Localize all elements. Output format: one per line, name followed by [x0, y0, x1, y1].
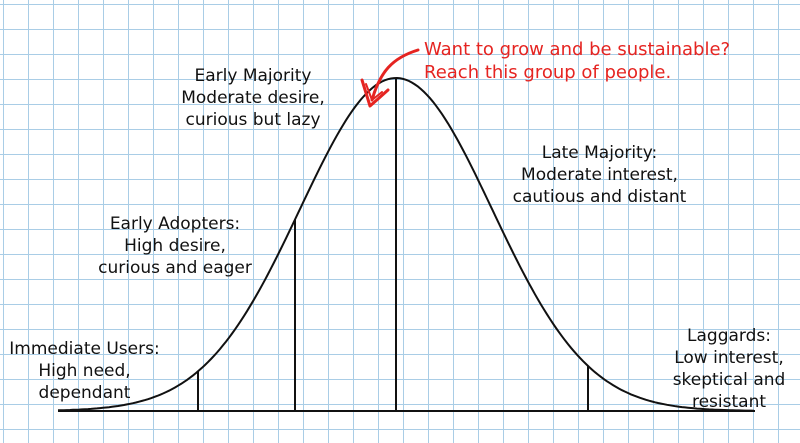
segment-title: Laggards: — [687, 326, 771, 346]
segment-line: skeptical and — [672, 370, 786, 390]
segment-line: Moderate interest, — [521, 165, 678, 185]
segment-line: High desire, — [124, 236, 226, 256]
segment-title: Immediate Users: — [9, 339, 160, 359]
segment-line: dependant — [38, 383, 131, 403]
segment-laggards: Laggards: Low interest, skeptical and re… — [662, 325, 796, 413]
growth-callout: Want to grow and be sustainable? Reach t… — [424, 38, 730, 84]
segment-immediate-users: Immediate Users: High need, dependant — [2, 338, 167, 404]
segment-early-majority: Early Majority Moderate desire, curious … — [168, 65, 338, 131]
segment-title: Late Majority: — [541, 143, 658, 163]
callout-arrow-icon — [360, 48, 420, 108]
callout-line: Reach this group of people. — [424, 62, 672, 83]
segment-title: Early Majority — [194, 66, 312, 86]
segment-early-adopters: Early Adopters: High desire, curious and… — [86, 213, 264, 279]
segment-line: High need, — [38, 361, 131, 381]
segment-late-majority: Late Majority: Moderate interest, cautio… — [492, 142, 707, 208]
segment-line: Moderate desire, — [181, 88, 325, 108]
segment-line: curious and eager — [98, 258, 252, 278]
segment-line: Low interest, — [674, 348, 784, 368]
segment-title: Early Adopters: — [109, 214, 241, 234]
segment-line: curious but lazy — [185, 110, 321, 130]
callout-line: Want to grow and be sustainable? — [424, 39, 731, 60]
segment-line: resistant — [691, 392, 767, 412]
bell-curve — [57, 76, 755, 412]
segment-line: cautious and distant — [512, 187, 687, 207]
